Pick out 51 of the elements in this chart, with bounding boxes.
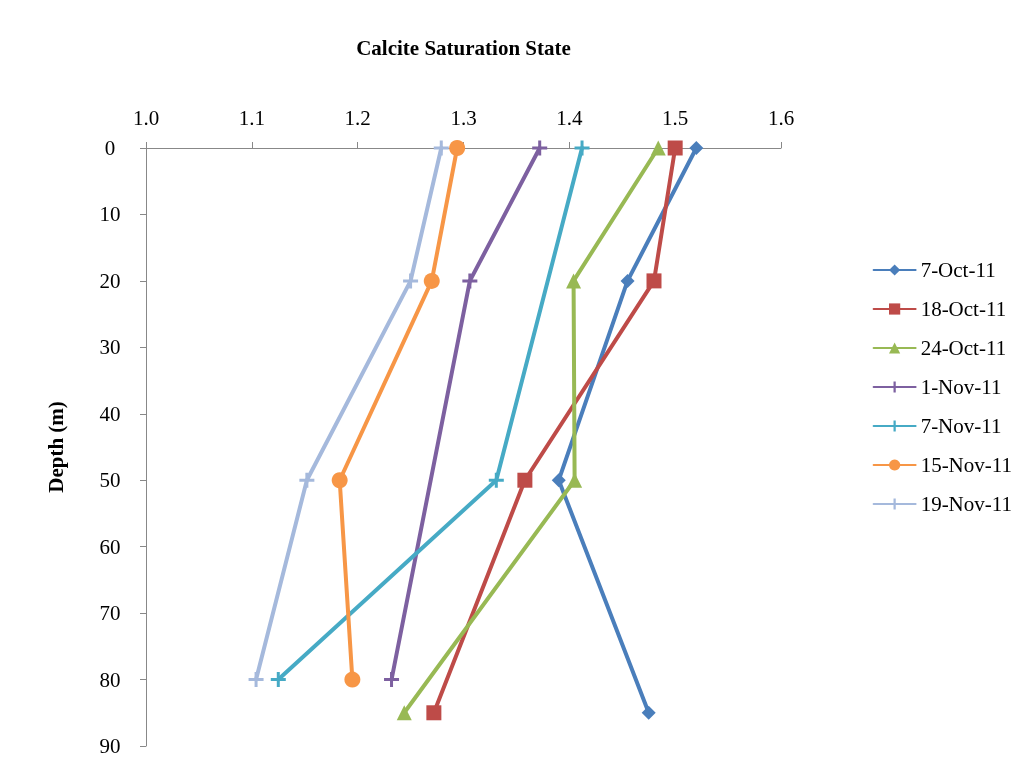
point [433,140,449,156]
point [488,472,504,488]
x-tick-label: 1.2 [344,105,371,130]
x-tick-label: 1.4 [556,105,583,130]
x-axis-title: Calcite Saturation State [356,35,571,60]
point [574,140,590,156]
legend-label: 19-Nov-11 [920,492,1012,516]
x-tick-label: 1.6 [767,105,795,130]
point [403,273,419,289]
point [344,671,361,688]
y-tick-label: 80 [99,667,121,692]
y-axis-title: Depth (m) [43,401,68,493]
point [299,472,315,488]
point [650,140,666,156]
legend-label: 18-Oct-11 [920,297,1007,321]
point [646,273,662,289]
x-tick-label: 1.3 [450,105,477,130]
point [620,273,635,288]
point [396,705,412,721]
point [462,273,478,289]
legend-label: 15-Nov-11 [920,453,1012,477]
x-tick-label: 1.5 [662,105,689,130]
point [667,140,683,156]
legend-label: 1-Nov-11 [920,375,1002,399]
point [449,140,466,156]
legend-label: 7-Nov-11 [920,414,1002,438]
y-tick-label: 30 [99,335,121,360]
y-tick-label: 60 [99,534,121,559]
point [384,672,400,688]
point [689,141,704,155]
y-tick-label: 20 [99,268,121,293]
legend-label: 7-Oct-11 [920,258,996,282]
x-tick-label: 1.1 [238,105,265,130]
y-tick-label: 70 [99,601,121,626]
y-tick-label: 90 [99,734,121,758]
point [566,273,582,289]
legend-label: 24-Oct-11 [920,336,1007,360]
point [532,140,548,156]
point [270,672,286,688]
y-tick-label: 50 [99,468,121,493]
point [517,472,533,488]
y-tick-label: 40 [99,401,121,426]
point [641,705,656,720]
point [426,705,442,721]
y-tick-label: 10 [99,202,121,227]
point [423,272,440,289]
y-tick-label: 0 [104,136,116,160]
point [331,472,348,489]
x-tick-label: 1.0 [132,105,160,130]
point [248,672,264,688]
point [551,473,566,488]
